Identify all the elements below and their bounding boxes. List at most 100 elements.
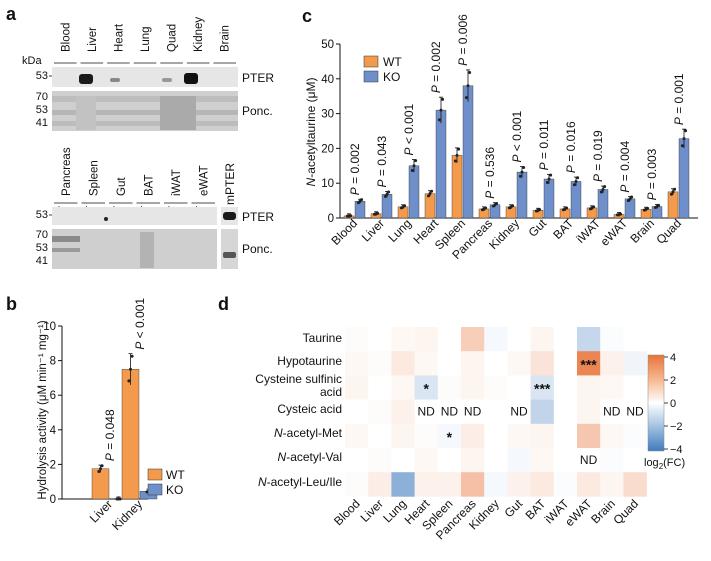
bar-ko — [678, 138, 690, 219]
chart-c-ticks: 0 10 20 30 40 50 — [321, 39, 340, 225]
data-point — [657, 203, 661, 207]
p-value: P < 0.001 — [133, 298, 147, 350]
heatmap-cell — [391, 448, 415, 473]
tissue-label-top: Kidney — [193, 17, 205, 52]
heatmap-column-label: Blood — [331, 497, 363, 529]
data-point — [646, 206, 650, 210]
heatmap-nd-label: ND — [464, 405, 482, 419]
heatmap-cell — [507, 423, 531, 449]
row-label-csa-line1: Cysteine sulfinic — [255, 372, 342, 386]
colorbar-tick-label: 4 — [670, 352, 676, 364]
colorbar-tick-label: −4 — [670, 444, 683, 456]
bar-ko — [624, 198, 636, 219]
heatmap-cell — [530, 399, 555, 425]
data-point — [99, 467, 102, 471]
heatmap-cell — [345, 423, 369, 449]
data-point — [428, 192, 432, 196]
heatmap-cell — [484, 375, 508, 400]
chart-c-pvalues: P = 0.002 P = 0.043 P < 0.001 P = 0.002 P = … — [348, 14, 686, 201]
data-point — [495, 201, 499, 205]
data-point — [414, 159, 418, 163]
heatmap-cell — [623, 448, 647, 473]
blot-band — [223, 252, 236, 258]
heatmap-cell — [414, 472, 439, 497]
heatmap-cell — [623, 472, 647, 497]
data-point — [592, 205, 596, 209]
legend-wt-label: WT — [166, 468, 185, 482]
heatmap-cell — [368, 423, 392, 449]
heatmap-cell — [507, 448, 531, 473]
data-point — [484, 206, 488, 210]
data-point — [574, 179, 578, 183]
data-point — [426, 194, 430, 198]
y-tick-label: 0 — [328, 213, 334, 225]
bar-wt — [424, 193, 436, 219]
blot-smear — [52, 121, 238, 126]
category-label: Kidney — [486, 216, 522, 252]
heatmap-cell — [530, 375, 555, 400]
heatmap-cell — [484, 423, 508, 449]
heatmap-cell-missing — [623, 399, 647, 424]
legend-ko-swatch — [147, 483, 163, 496]
data-point — [680, 144, 684, 148]
chart-c-ylabel: N-acetyltaurine (μM) — [304, 78, 318, 187]
colorbar-ticks: 4 2 0 −2 −4 — [664, 352, 683, 456]
data-point — [360, 198, 364, 202]
heatmap-cell — [577, 423, 601, 449]
data-point — [410, 168, 414, 172]
data-point — [538, 208, 542, 212]
tissue-label-top: Quad — [167, 24, 179, 52]
data-point — [100, 464, 104, 468]
y-tick-label: 10 — [321, 178, 334, 190]
heatmap-cell — [437, 327, 462, 352]
heatmap-cell — [507, 472, 531, 497]
data-point — [511, 204, 515, 208]
data-point — [549, 173, 553, 177]
row-label-val-prefix: N — [278, 450, 287, 464]
heatmap-cell — [368, 375, 392, 400]
legend-wt-swatch — [147, 468, 163, 481]
heatmap-cell-missing — [600, 399, 624, 424]
data-point — [383, 194, 387, 198]
p-value: P = 0.011 — [537, 119, 551, 170]
data-point — [682, 137, 686, 141]
heatmap-cell — [530, 351, 555, 376]
p-value: P = 0.002 — [429, 41, 443, 93]
blot-band — [162, 78, 172, 82]
y-tick-label: 10 — [43, 321, 56, 333]
heatmap-cell — [368, 399, 392, 425]
category-label: Kidney — [109, 497, 145, 533]
chart-b-ticks: 0 2 4 6 8 10 — [43, 321, 62, 506]
heatmap-nd-label: ND — [580, 453, 598, 467]
chart-c: N-acetyltaurine (μM) 0 10 20 30 40 50 P = 0.0… — [304, 14, 698, 262]
row-label-met-rest: -acetyl-Met — [283, 426, 343, 440]
heatmap-cell — [600, 327, 624, 352]
heatmap-cell — [530, 472, 555, 497]
heatmap-cell — [391, 375, 415, 400]
tissue-label-top: Liver — [87, 27, 99, 52]
category-label: Lung — [385, 216, 414, 245]
heatmap-cell — [623, 327, 647, 352]
bar-wt — [451, 155, 463, 219]
data-point — [565, 206, 569, 210]
data-point — [455, 153, 459, 157]
heatmap-column-label: Liver — [358, 497, 386, 525]
heatmap-cell-missing — [507, 399, 531, 424]
bar-ko — [354, 201, 366, 219]
p-value: P = 0.002 — [348, 143, 362, 195]
ponc-label-top: Ponc. — [242, 104, 273, 118]
data-point — [441, 97, 445, 101]
colorbar-label-sub: 2 — [659, 462, 664, 471]
bar-ko — [435, 109, 447, 219]
heatmap-cell — [414, 351, 439, 376]
heatmap-column-label: Brain — [588, 497, 618, 527]
bar-wt — [121, 369, 140, 500]
panel-label-b: b — [6, 294, 17, 314]
p-value: P = 0.019 — [591, 130, 605, 182]
heatmap-cell — [437, 375, 462, 400]
tissue-label-top: Brain — [220, 25, 232, 52]
marker-53-bottom-ponc: 53 — [36, 242, 48, 254]
panel-label-a: a — [6, 4, 17, 24]
